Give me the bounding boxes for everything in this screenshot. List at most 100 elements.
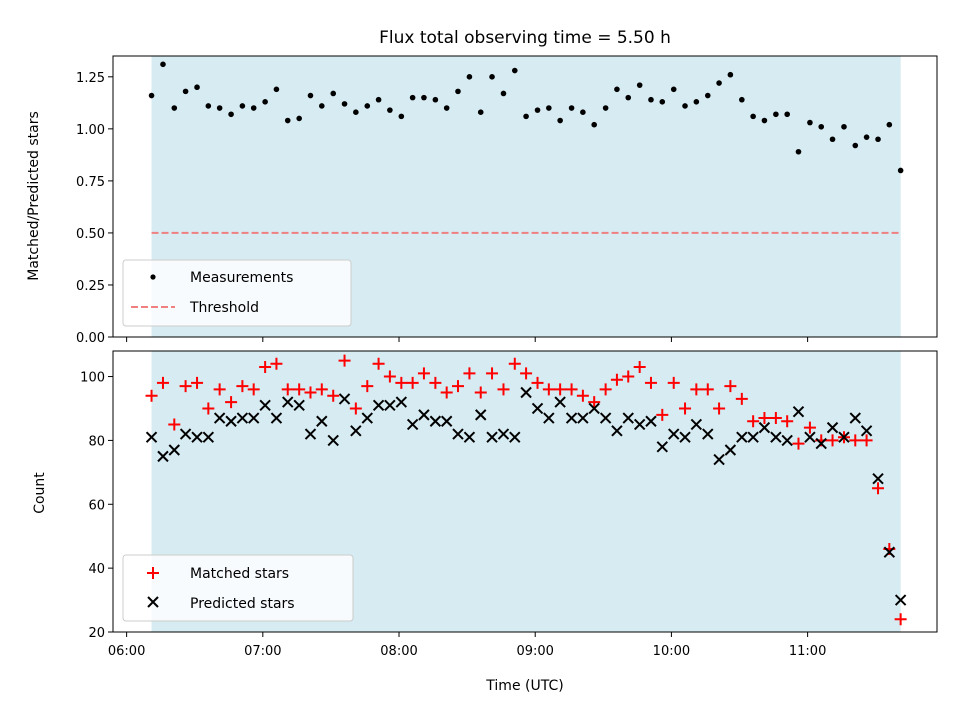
- predicted-star-point: [361, 412, 373, 424]
- matched-star-point: [735, 392, 748, 405]
- predicted-star-point: [531, 402, 544, 415]
- measurement-point: [523, 113, 529, 120]
- measurement-point: [818, 123, 825, 130]
- predicted-star-point: [247, 412, 260, 424]
- predicted-star-point: [236, 412, 249, 424]
- measurement-point: [727, 71, 734, 78]
- predicted-star-point: [622, 412, 634, 424]
- legend-predicted-marker: [147, 596, 159, 608]
- predicted-star-point: [406, 418, 419, 431]
- matched-star-point: [531, 376, 544, 389]
- measurement-point: [580, 109, 586, 115]
- matched-star-point: [406, 376, 419, 389]
- y-tick-label: 60: [88, 498, 105, 513]
- measurement-point: [387, 107, 393, 113]
- matched-star-point: [395, 376, 408, 389]
- measurement-point: [829, 136, 836, 143]
- y-tick-label: 0.25: [76, 279, 105, 294]
- predicted-star-point: [826, 421, 839, 434]
- y-tick-label: 40: [88, 562, 105, 577]
- predicted-star-point: [883, 546, 896, 558]
- measurement-point: [182, 88, 189, 95]
- matched-star-point: [872, 482, 885, 495]
- matched-star-point: [259, 360, 272, 373]
- measurement-point: [284, 117, 291, 124]
- measurement-point: [614, 86, 620, 93]
- matched-star-point: [440, 386, 453, 399]
- matched-star-point: [236, 380, 249, 393]
- measurement-point: [455, 88, 461, 95]
- legend-predicted-label: Predicted stars: [190, 596, 295, 612]
- legend-threshold-label: Threshold: [189, 300, 259, 316]
- count-legend-box: [122, 554, 354, 622]
- y-tick-label: 100: [80, 371, 105, 386]
- matched-star-point: [860, 434, 873, 447]
- matched-star-point: [225, 396, 238, 409]
- matched-star-point: [451, 380, 464, 393]
- measurement-point: [250, 105, 257, 111]
- measurement-point: [330, 90, 337, 97]
- predicted-star-point: [770, 431, 782, 443]
- x-tick-label: 08:00: [380, 644, 417, 659]
- x-tick-label: 10:00: [653, 644, 690, 659]
- measurement-point: [591, 121, 597, 128]
- measurement-point: [216, 105, 223, 111]
- measurement-point: [341, 101, 348, 107]
- count-y-ticks: 20 40 60 80 100: [80, 371, 113, 641]
- predicted-star-point: [679, 431, 691, 443]
- matched-star-point: [463, 367, 476, 380]
- matched-star-point: [349, 402, 362, 415]
- matched-star-point: [247, 383, 260, 396]
- measurement-point: [795, 148, 802, 155]
- measurement-point: [398, 113, 405, 120]
- predicted-star-point: [429, 415, 442, 427]
- measurement-point: [489, 74, 495, 80]
- predicted-star-point: [645, 415, 657, 427]
- measurement-point: [421, 94, 427, 101]
- measurement-point: [239, 103, 246, 109]
- predicted-star-point: [781, 434, 793, 447]
- measurement-point: [750, 113, 756, 120]
- predicted-star-point: [599, 412, 612, 424]
- measurement-point: [500, 90, 507, 97]
- predicted-star-point: [202, 431, 215, 443]
- ratio-legend-box: [122, 259, 352, 327]
- matched-star-point: [758, 412, 771, 425]
- measurement-point: [262, 98, 268, 105]
- x-axis-label: Time (UTC): [485, 678, 563, 694]
- measurement-point: [171, 105, 178, 111]
- count-axes-frame: [112, 350, 938, 633]
- matched-star-point: [361, 380, 374, 393]
- matched-star-point: [168, 418, 181, 431]
- matched-star-point: [849, 434, 862, 447]
- matched-star-point: [156, 376, 169, 389]
- predicted-star-point: [168, 444, 180, 456]
- predicted-star-point: [270, 412, 283, 424]
- predicted-star-point: [565, 412, 578, 424]
- x-tick-label: 07:00: [244, 644, 281, 659]
- matched-star-point: [894, 613, 907, 626]
- measurement-point: [148, 92, 155, 99]
- predicted-star-point: [316, 415, 328, 427]
- predicted-star-point: [486, 431, 498, 443]
- matched-star-point: [633, 360, 646, 373]
- x-tick-label: 11:00: [789, 644, 826, 659]
- predicted-star-point: [213, 412, 226, 424]
- predicted-star-point: [463, 431, 476, 443]
- predicted-star-point: [509, 431, 521, 443]
- matched-star-point: [191, 376, 204, 389]
- ratio-panel: 0.00 0.25 0.50 0.75 1.00 1.25 Matched/Predict…: [26, 55, 938, 346]
- measurement-point: [228, 111, 234, 118]
- matched-star-point: [520, 367, 533, 380]
- predicted-star-point: [225, 415, 237, 427]
- measurement-point: [557, 117, 563, 124]
- matched-star-point: [383, 370, 396, 383]
- matched-star-point: [213, 383, 226, 396]
- count-x-ticks: 06:00 07:00 08:00 09:00 10:00 11:00: [108, 632, 826, 659]
- matched-star-point: [315, 383, 328, 396]
- measurement-point: [307, 92, 314, 99]
- measurement-point: [704, 92, 711, 99]
- measurement-point: [682, 103, 688, 109]
- predicted-star-point: [815, 437, 827, 450]
